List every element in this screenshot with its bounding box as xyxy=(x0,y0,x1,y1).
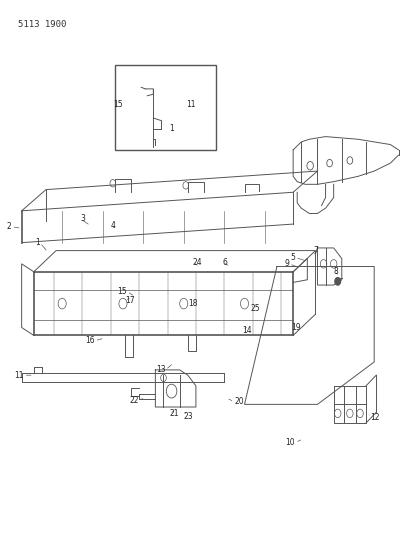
Circle shape xyxy=(335,278,341,285)
Text: 14: 14 xyxy=(242,326,252,335)
Text: 2: 2 xyxy=(7,222,11,231)
Text: 6: 6 xyxy=(222,258,227,266)
Bar xyxy=(115,65,216,150)
Text: 3: 3 xyxy=(80,214,85,223)
Text: 24: 24 xyxy=(193,258,202,266)
Text: 1: 1 xyxy=(170,124,174,133)
Text: 8: 8 xyxy=(334,268,338,276)
Text: 20: 20 xyxy=(234,397,244,406)
Text: 25: 25 xyxy=(251,304,260,313)
Text: 23: 23 xyxy=(184,411,193,421)
Text: 15: 15 xyxy=(113,100,123,109)
Text: 12: 12 xyxy=(370,413,379,422)
Text: 4: 4 xyxy=(111,221,116,230)
Text: 19: 19 xyxy=(291,323,301,332)
Text: 22: 22 xyxy=(130,395,139,405)
Text: 21: 21 xyxy=(170,409,179,418)
Text: 18: 18 xyxy=(188,299,198,308)
Text: 16: 16 xyxy=(85,336,95,345)
Text: 17: 17 xyxy=(125,296,135,305)
Text: 15: 15 xyxy=(118,287,127,296)
Text: 13: 13 xyxy=(156,366,166,374)
Text: 5: 5 xyxy=(290,253,295,262)
Text: 7: 7 xyxy=(313,246,318,255)
Text: 1: 1 xyxy=(35,238,40,247)
Text: 9: 9 xyxy=(284,260,289,268)
Text: 11: 11 xyxy=(14,370,24,379)
Text: 11: 11 xyxy=(186,100,195,109)
Text: 5113 1900: 5113 1900 xyxy=(18,20,66,29)
Text: 10: 10 xyxy=(286,438,295,447)
